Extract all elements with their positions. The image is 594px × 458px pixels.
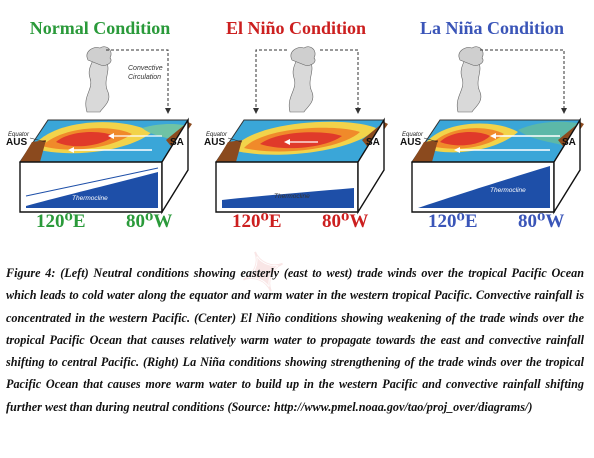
thermocline-layer xyxy=(26,172,158,208)
longitude-east-label: 80⁰W xyxy=(518,211,565,232)
panel-title: Normal Condition xyxy=(29,18,171,38)
longitude-west-label: 120⁰E xyxy=(36,211,86,232)
longitude-east-label: 80⁰W xyxy=(126,211,173,232)
circulation-arrow xyxy=(480,49,565,112)
figure-caption: Figure 4: (Left) Neutral conditions show… xyxy=(6,266,584,414)
panel-la-nina-condition: La Niña Condition Thermocline Equator AU… xyxy=(394,0,590,240)
ocean-block-diagram: Convective Circulation Thermocline Equat… xyxy=(6,46,192,215)
longitude-west-label: 120⁰E xyxy=(428,211,478,232)
thermocline-label: Thermocline xyxy=(274,193,310,200)
convective-label: Convective xyxy=(128,65,163,72)
equator-label: Equator xyxy=(8,132,30,138)
circulation-arrow xyxy=(255,49,288,112)
convection-cloud-icon xyxy=(85,46,112,113)
panel-el-nino-condition: El Niño Condition Thermocline Equator AU… xyxy=(198,0,394,240)
longitude-west-label: 120⁰E xyxy=(232,211,282,232)
panel-title: La Niña Condition xyxy=(419,18,565,38)
panel-normal-condition: Normal Condition Convective Circulation … xyxy=(2,0,198,240)
ocean-block-diagram: Thermocline Equator AUS SA xyxy=(400,46,584,215)
longitude-east-label: 80⁰W xyxy=(322,211,369,232)
equator-label: Equator xyxy=(206,132,228,138)
aus-label: AUS xyxy=(204,137,225,148)
sa-label: SA xyxy=(170,137,184,148)
australia-landmass xyxy=(412,140,438,162)
sa-label: SA xyxy=(562,137,576,148)
aus-label: AUS xyxy=(6,137,27,148)
sa-label: SA xyxy=(366,137,380,148)
convection-cloud-icon xyxy=(288,46,316,113)
ocean-block-diagram: Thermocline Equator AUS SA xyxy=(204,46,388,215)
australia-landmass xyxy=(20,140,46,162)
panel-title: El Niño Condition xyxy=(225,18,367,38)
thermocline-label: Thermocline xyxy=(72,195,108,202)
thermocline-layer xyxy=(222,188,354,208)
circulation-label: Circulation xyxy=(128,74,161,81)
aus-label: AUS xyxy=(400,137,421,148)
circulation-arrow xyxy=(106,49,169,112)
convection-cloud-icon xyxy=(456,46,484,113)
thermocline-layer xyxy=(418,166,550,208)
thermocline-label: Thermocline xyxy=(490,187,526,194)
australia-landmass xyxy=(216,140,242,162)
equator-label: Equator xyxy=(402,132,424,138)
